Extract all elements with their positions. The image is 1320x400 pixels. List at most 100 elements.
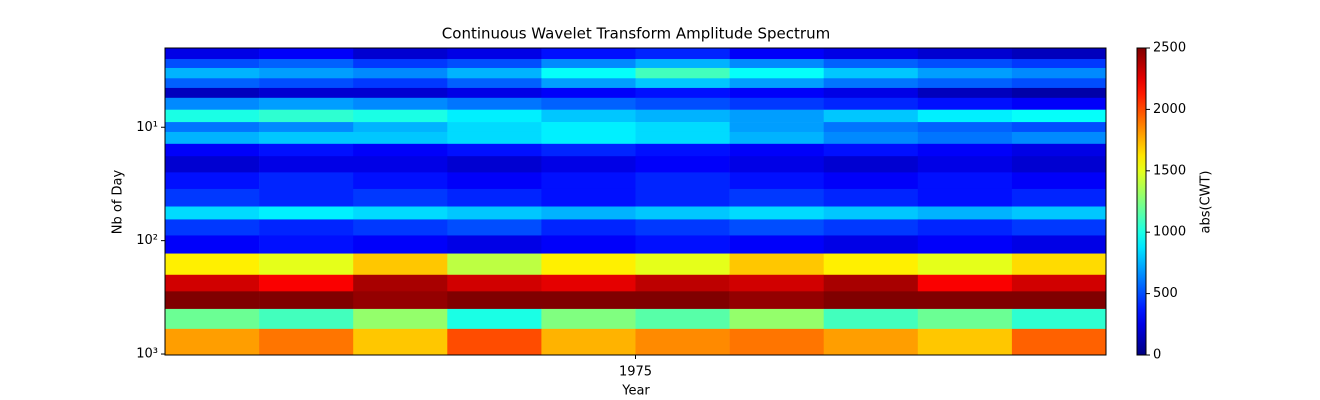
- colorbar-tick-label: 2500: [1153, 41, 1186, 56]
- heatmap-cell: [165, 188, 260, 207]
- heatmap-cell: [165, 253, 260, 276]
- heatmap-cell: [917, 97, 1013, 110]
- x-axis-label: Year: [621, 384, 650, 399]
- heatmap-cell: [1011, 97, 1107, 110]
- heatmap-cell: [259, 188, 354, 207]
- heatmap-cell: [1011, 122, 1107, 133]
- heatmap-cell: [729, 156, 824, 173]
- heatmap-cell: [165, 206, 260, 220]
- heatmap-cell: [541, 206, 636, 220]
- heatmap-cell: [1011, 291, 1107, 310]
- heatmap-cell: [635, 87, 730, 99]
- heatmap-cell: [447, 109, 542, 123]
- heatmap-cell: [1011, 87, 1107, 99]
- heatmap-cell: [353, 328, 448, 356]
- heatmap-cell: [917, 143, 1013, 157]
- heatmap-cell: [165, 109, 260, 123]
- heatmap-cell: [165, 48, 260, 60]
- heatmap-cell: [635, 172, 730, 190]
- heatmap-cell: [447, 143, 542, 157]
- heatmap-cell: [353, 253, 448, 276]
- heatmap-cell: [823, 291, 919, 310]
- heatmap-cell: [541, 122, 636, 133]
- heatmap-cell: [447, 206, 542, 220]
- heatmap-cell: [353, 131, 448, 145]
- heatmap-cell: [541, 235, 636, 254]
- heatmap-cell: [729, 235, 824, 254]
- colorbar-label: abs(CWT): [1199, 170, 1214, 233]
- heatmap-cell: [1011, 253, 1107, 276]
- heatmap-cell: [729, 109, 824, 123]
- heatmap-cell: [541, 219, 636, 236]
- y-tick-label: 10¹: [136, 120, 158, 135]
- colorbar-tick-label: 500: [1153, 286, 1178, 301]
- heatmap-cell: [917, 131, 1013, 145]
- heatmap-cell: [823, 109, 919, 123]
- heatmap-cell: [259, 48, 354, 60]
- heatmap-cell: [447, 188, 542, 207]
- heatmap-cell: [259, 328, 354, 356]
- heatmap-cell: [917, 253, 1013, 276]
- heatmap-cell: [917, 109, 1013, 123]
- heatmap-cell: [729, 78, 824, 89]
- heatmap-cell: [823, 58, 919, 69]
- y-tick-label: 10²: [136, 233, 158, 248]
- heatmap-cell: [729, 87, 824, 99]
- heatmap-cell: [635, 48, 730, 60]
- heatmap-cell: [165, 131, 260, 145]
- heatmap-cell: [353, 206, 448, 220]
- heatmap-cell: [729, 48, 824, 60]
- heatmap-cell: [823, 143, 919, 157]
- heatmap-cell: [165, 78, 260, 89]
- heatmap-cell: [823, 172, 919, 190]
- heatmap-cell: [635, 308, 730, 330]
- heatmap-cell: [729, 328, 824, 356]
- heatmap-cell: [353, 172, 448, 190]
- heatmap-cell: [165, 235, 260, 254]
- heatmap-cell: [917, 67, 1013, 79]
- heatmap-cell: [447, 308, 542, 330]
- heatmap-cell: [541, 188, 636, 207]
- heatmap-cell: [353, 97, 448, 110]
- heatmap-cell: [917, 48, 1013, 60]
- heatmap-cell: [823, 308, 919, 330]
- heatmap-cell: [1011, 109, 1107, 123]
- heatmap-cell: [447, 274, 542, 292]
- heatmap-cell: [259, 131, 354, 145]
- heatmap-cell: [259, 67, 354, 79]
- heatmap-cell: [165, 308, 260, 330]
- heatmap-cell: [447, 253, 542, 276]
- heatmap-cell: [823, 235, 919, 254]
- heatmap-cell: [353, 87, 448, 99]
- heatmap-cell: [165, 274, 260, 292]
- heatmap-cell: [1011, 188, 1107, 207]
- heatmap-cell: [541, 131, 636, 145]
- heatmap-cell: [165, 143, 260, 157]
- heatmap-cell: [917, 235, 1013, 254]
- colorbar-tick-label: 2000: [1153, 102, 1186, 117]
- heatmap-cell: [353, 122, 448, 133]
- heatmap-cell: [353, 58, 448, 69]
- heatmap-cell: [353, 219, 448, 236]
- heatmap-cell: [917, 206, 1013, 220]
- heatmap-cell: [917, 172, 1013, 190]
- heatmap-cell: [635, 58, 730, 69]
- heatmap-cell: [729, 253, 824, 276]
- heatmap-cell: [823, 219, 919, 236]
- heatmap-cell: [917, 308, 1013, 330]
- heatmap-cell: [635, 206, 730, 220]
- heatmap-cell: [635, 219, 730, 236]
- heatmap-cell: [823, 156, 919, 173]
- heatmap-cell: [259, 122, 354, 133]
- heatmap-cell: [541, 143, 636, 157]
- heatmap-cell: [823, 87, 919, 99]
- heatmap-cell: [259, 308, 354, 330]
- heatmap-cell: [541, 97, 636, 110]
- heatmap-cell: [1011, 206, 1107, 220]
- heatmap-cell: [447, 87, 542, 99]
- heatmap-cell: [635, 97, 730, 110]
- heatmap-cell: [729, 219, 824, 236]
- heatmap-cell: [635, 131, 730, 145]
- heatmap-cell: [259, 206, 354, 220]
